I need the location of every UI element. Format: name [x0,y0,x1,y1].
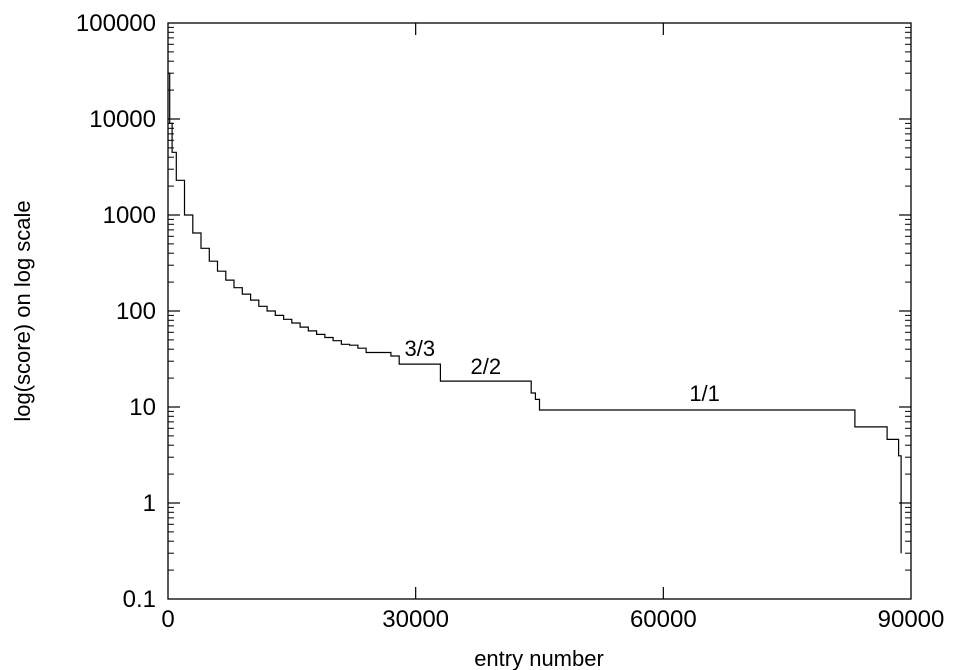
y-tick-label: 10 [129,394,156,421]
x-axis-ticks: 0 30000 60000 90000 [161,23,944,633]
annotation-label: 1/1 [689,381,720,406]
y-tick-label: 1 [143,490,156,517]
y-tick-label: 100000 [76,10,156,37]
y-axis-title: log(score) on log scale [10,200,35,421]
x-tick-label: 0 [161,606,174,633]
y-tick-label: 10000 [89,106,156,133]
x-tick-label: 90000 [878,606,945,633]
x-tick-label: 60000 [630,606,697,633]
x-axis-title: entry number [474,646,604,670]
plot-frame [167,22,912,600]
y-axis-ticks: 0.1 1 10 100 1000 10000 100000 [76,10,911,613]
y-tick-label: 0.1 [123,586,156,613]
x-tick-label: 30000 [382,606,449,633]
annotations: 3/3 2/2 1/1 [404,336,719,406]
score-curve [168,72,902,554]
annotation-label: 3/3 [404,336,435,361]
y-tick-label: 1000 [103,202,156,229]
annotation-label: 2/2 [471,354,502,379]
y-tick-label: 100 [116,298,156,325]
